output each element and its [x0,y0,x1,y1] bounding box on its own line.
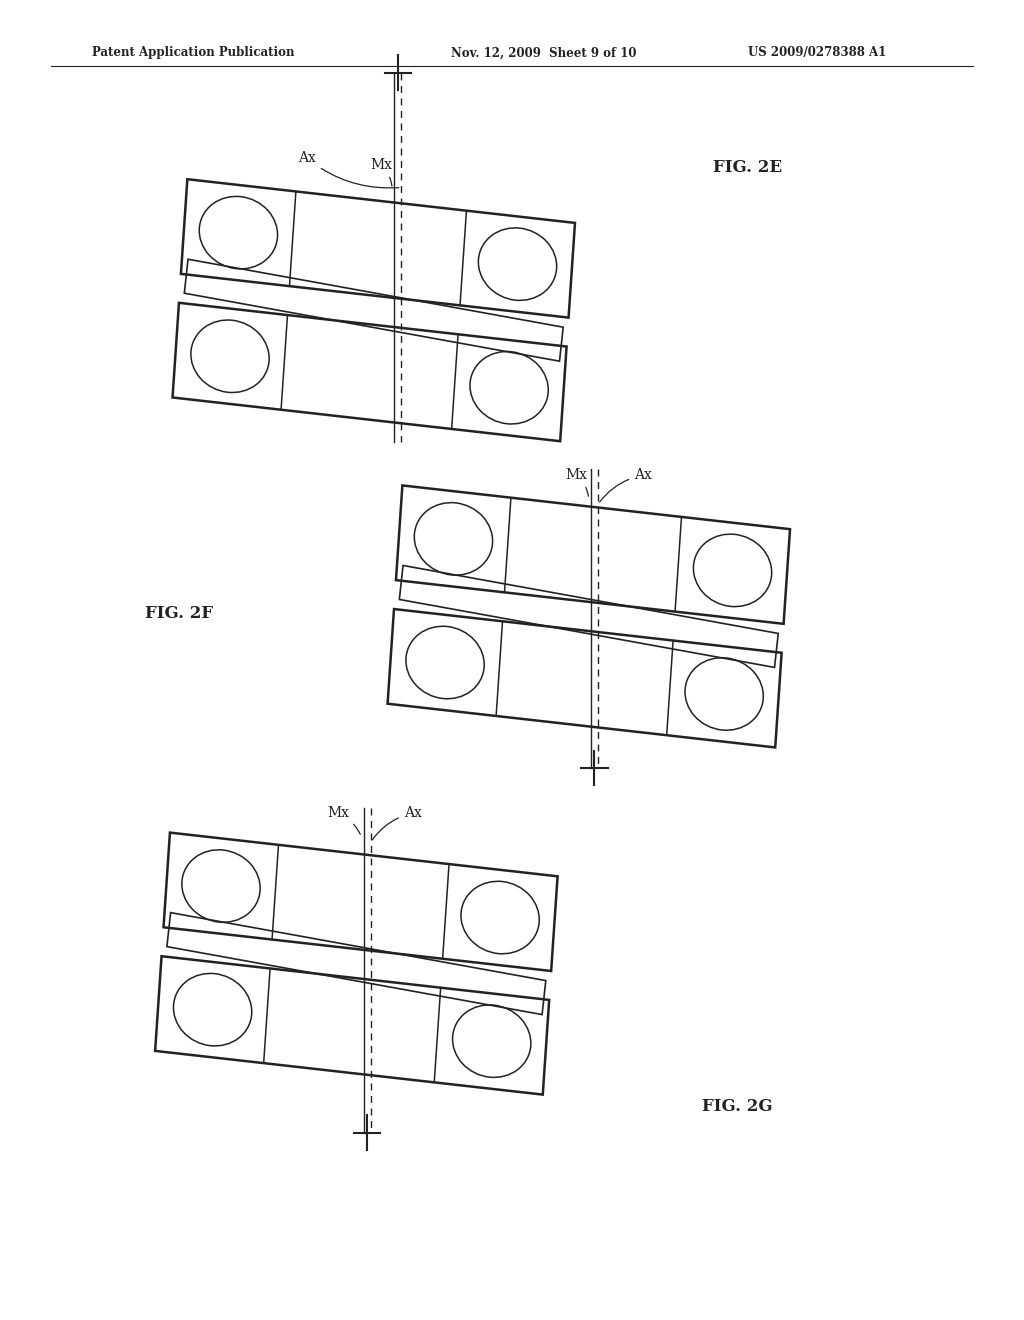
Text: Patent Application Publication: Patent Application Publication [92,46,295,59]
Text: FIG. 2F: FIG. 2F [145,606,213,622]
Text: Ax: Ax [373,807,422,840]
Text: FIG. 2G: FIG. 2G [702,1098,772,1114]
Text: FIG. 2E: FIG. 2E [713,160,782,176]
Text: Ax: Ax [600,469,652,502]
Text: Mx: Mx [327,807,360,834]
Text: Nov. 12, 2009  Sheet 9 of 10: Nov. 12, 2009 Sheet 9 of 10 [451,46,636,59]
Text: Mx: Mx [565,469,589,496]
Text: Ax: Ax [298,152,398,187]
Text: US 2009/0278388 A1: US 2009/0278388 A1 [748,46,886,59]
Text: Mx: Mx [370,158,392,186]
